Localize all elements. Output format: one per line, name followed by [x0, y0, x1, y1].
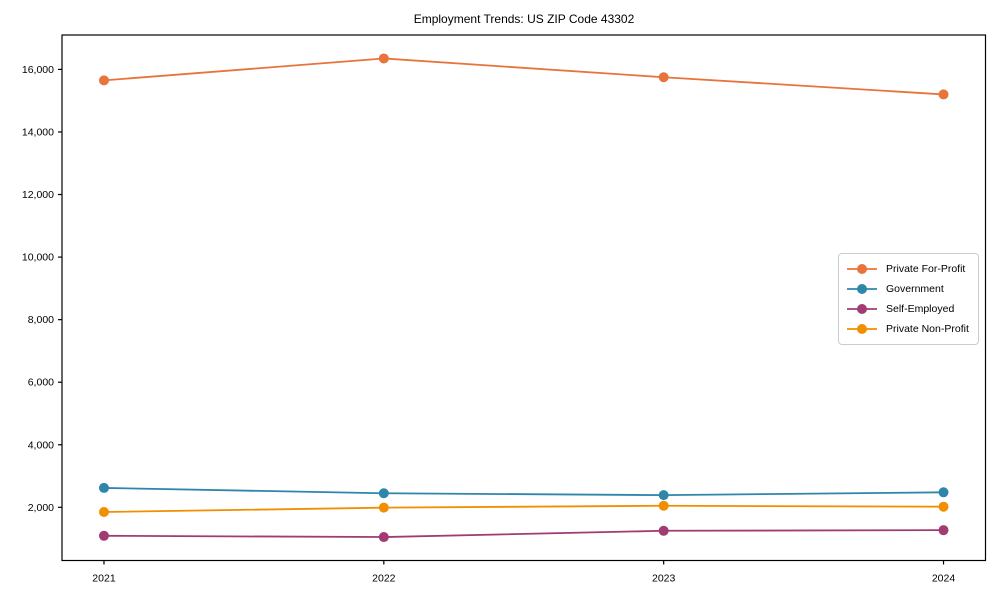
x-axis-tick-label: 2024: [932, 573, 956, 585]
series-line-private-for-profit: [103, 57, 944, 96]
series-line-government: [103, 487, 944, 497]
series-marker-government: [658, 490, 669, 501]
legend-dot: [857, 264, 867, 274]
legend-entry-private-for-profit: Private For-Profit: [847, 259, 970, 279]
legend: Private For-Profit Government Self-Employe…: [838, 253, 979, 345]
legend-label: Government: [886, 283, 944, 295]
series-marker-private-non-profit: [378, 502, 389, 513]
series-marker-private-non-profit: [938, 501, 949, 512]
y-axis-tick-label: 4,000: [28, 439, 54, 451]
legend-marker-government: [847, 284, 877, 294]
series-marker-private-for-profit: [98, 75, 109, 86]
y-axis-tick-label: 16,000: [22, 64, 54, 76]
series-line-private-non-profit: [103, 504, 944, 513]
x-axis-tick-label: 2022: [372, 573, 396, 585]
series-line-self-employed: [103, 529, 944, 538]
series-marker-government: [98, 482, 109, 493]
series-marker-private-for-profit: [938, 89, 949, 100]
y-axis-tick-label: 12,000: [22, 189, 54, 201]
x-axis-tick-label: 2023: [652, 573, 676, 585]
series-marker-private-for-profit: [658, 72, 669, 83]
legend-label: Private For-Profit: [886, 263, 966, 275]
series-marker-government: [378, 488, 389, 499]
y-axis-tick-label: 10,000: [22, 252, 54, 264]
plot-frame: [61, 34, 987, 562]
legend-entry-government: Government: [847, 279, 970, 299]
series-marker-self-employed: [938, 525, 949, 536]
series-marker-private-non-profit: [98, 507, 109, 518]
legend-entry-self-employed: Self-Employed: [847, 299, 970, 319]
legend-marker-self-employed: [847, 304, 877, 314]
legend-label: Self-Employed: [886, 303, 955, 315]
y-axis-tick-label: 2,000: [28, 502, 54, 514]
legend-marker-private-for-profit: [847, 264, 877, 274]
series-marker-self-employed: [658, 525, 669, 536]
legend-dot: [857, 324, 867, 334]
y-axis-tick-label: 6,000: [28, 377, 54, 389]
series-marker-government: [938, 487, 949, 498]
series-marker-private-for-profit: [378, 53, 389, 64]
y-axis-tick-label: 14,000: [22, 126, 54, 138]
chart-title: Employment Trends: US ZIP Code 43302: [413, 12, 635, 26]
legend-marker-private-non-profit: [847, 324, 877, 334]
legend-dot: [857, 304, 867, 314]
legend-entry-private-non-profit: Private Non-Profit: [847, 319, 970, 339]
series-marker-self-employed: [378, 532, 389, 543]
x-axis-tick-label: 2021: [92, 573, 116, 585]
series-marker-private-non-profit: [658, 500, 669, 511]
legend-label: Private Non-Profit: [886, 323, 969, 335]
series-marker-self-employed: [98, 530, 109, 541]
legend-dot: [857, 284, 867, 294]
y-axis-tick-label: 8,000: [28, 314, 54, 326]
